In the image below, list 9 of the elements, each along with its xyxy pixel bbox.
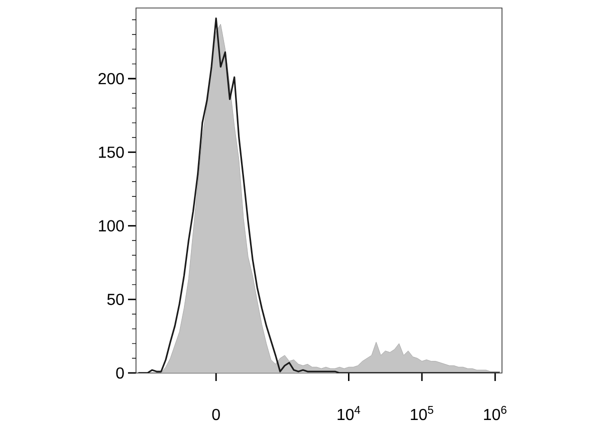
- x-tick-label: 10$^{4}$: [338, 406, 360, 420]
- y-tick-label: 0: [116, 367, 124, 379]
- y-tick-label: 100: [99, 220, 124, 232]
- y-tick-label: 200: [98, 72, 124, 84]
- y-tick-label: 150: [99, 146, 124, 158]
- x-tick-label: 10$^{6}$: [484, 406, 506, 420]
- x-tick-label: 10$^{5}$: [410, 406, 434, 420]
- y-tick-label: 50: [107, 294, 124, 306]
- x-tick-label: 0: [212, 408, 220, 420]
